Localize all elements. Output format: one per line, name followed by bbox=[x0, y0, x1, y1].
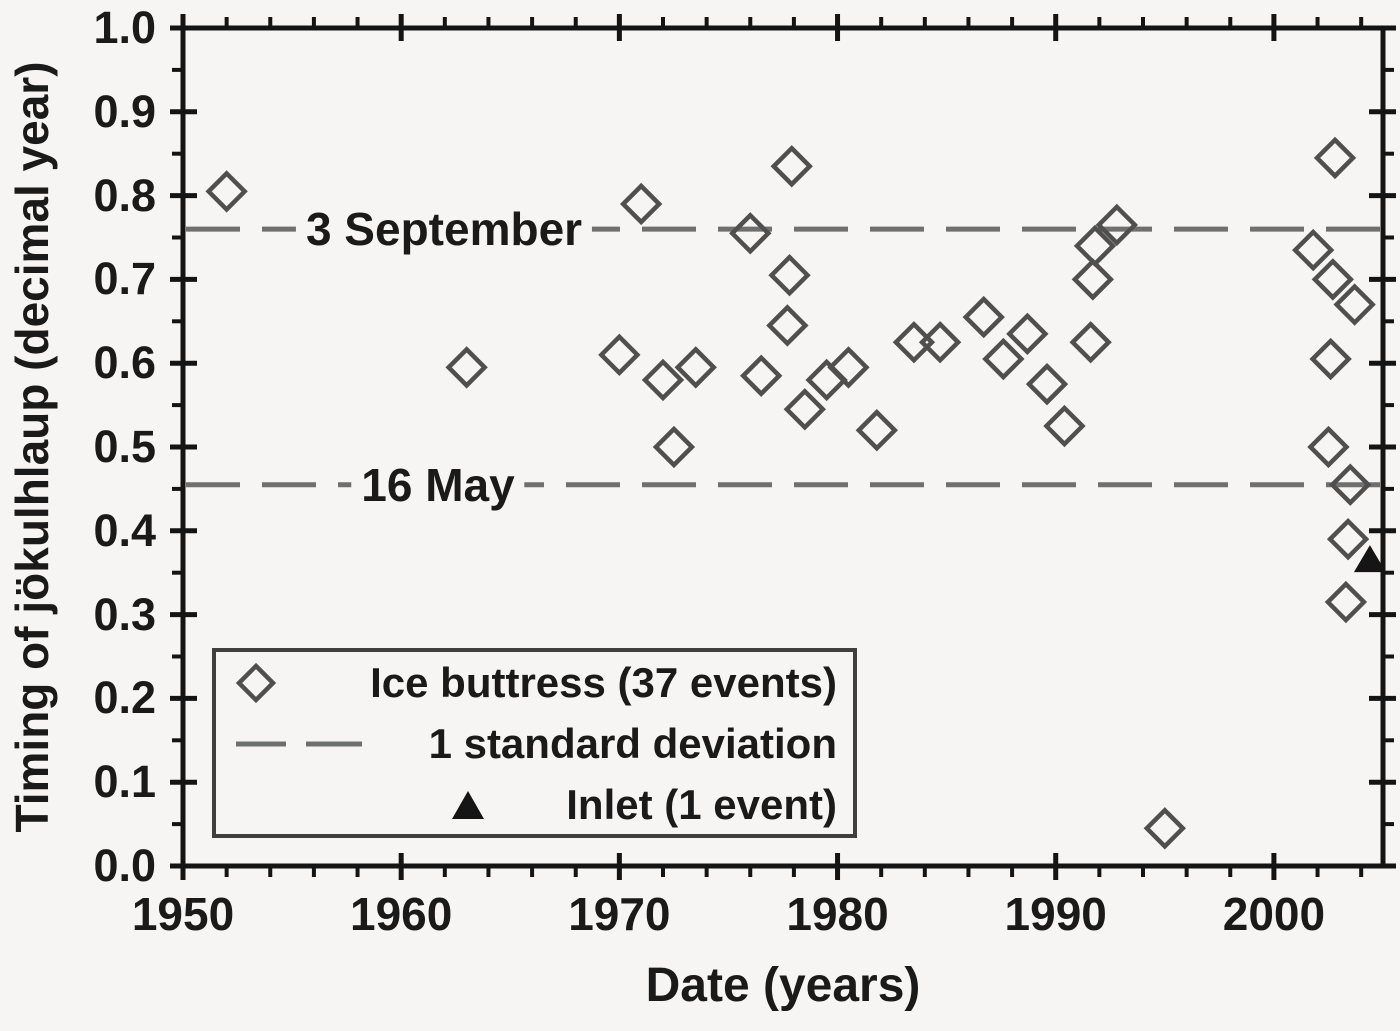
data-point-diamond bbox=[766, 304, 809, 347]
open-diamond-icon bbox=[232, 653, 280, 713]
y-tick-label: 1.0 bbox=[93, 2, 156, 53]
data-point-diamond bbox=[1143, 807, 1187, 850]
data-point-diamond bbox=[855, 409, 898, 452]
data-point-diamond bbox=[805, 358, 848, 402]
data-point-diamond bbox=[1324, 580, 1368, 624]
data-point-diamond bbox=[1307, 425, 1350, 469]
data-point-diamond bbox=[783, 388, 826, 431]
dashed-line-icon bbox=[234, 714, 384, 774]
data-point-diamond bbox=[740, 354, 783, 397]
data-point-diamond bbox=[598, 333, 641, 377]
legend-label: Ice buttress (37 events) bbox=[370, 659, 837, 706]
x-tick-label: 1990 bbox=[1004, 888, 1107, 940]
data-point-triangle bbox=[1353, 545, 1386, 573]
y-tick-label: 0.0 bbox=[93, 840, 156, 891]
data-point-diamond bbox=[1073, 224, 1117, 268]
y-tick-label: 0.5 bbox=[93, 421, 156, 472]
data-point-diamond bbox=[1095, 203, 1139, 247]
data-point-diamond bbox=[1025, 362, 1069, 406]
y-tick-label: 0.1 bbox=[93, 756, 156, 808]
data-point-diamond bbox=[982, 337, 1025, 381]
data-point-diamond bbox=[1291, 228, 1335, 272]
y-tick-label: 0.6 bbox=[93, 337, 156, 389]
y-tick-label: 0.3 bbox=[93, 588, 156, 640]
x-tick-label: 1960 bbox=[350, 888, 453, 940]
filled-triangle-icon bbox=[446, 775, 490, 835]
legend-box: Ice buttress (37 events) 1 standard devi… bbox=[212, 648, 857, 838]
data-point-diamond bbox=[1329, 463, 1372, 506]
x-tick-label: 1980 bbox=[786, 888, 889, 940]
legend-item-inlet: Inlet (1 event) bbox=[216, 775, 853, 835]
data-point-diamond bbox=[918, 321, 962, 364]
data-point-diamond bbox=[445, 346, 488, 389]
data-point-diamond bbox=[652, 425, 696, 469]
data-point-diamond bbox=[1309, 337, 1352, 381]
data-point-diamond bbox=[1043, 404, 1086, 448]
data-point-diamond bbox=[892, 321, 936, 364]
data-point-diamond bbox=[729, 212, 772, 255]
legend-label: 1 standard deviation bbox=[428, 720, 837, 767]
data-point-diamond bbox=[205, 170, 248, 213]
data-point-diamond bbox=[770, 145, 813, 188]
y-tick-label: 0.9 bbox=[93, 85, 156, 137]
data-point-diamond bbox=[1313, 136, 1357, 180]
data-point-diamond bbox=[1311, 258, 1355, 301]
y-axis-title: Timing of jökulhlaup (decimal year) bbox=[6, 61, 58, 833]
data-point-diamond bbox=[1006, 312, 1049, 356]
data-point-diamond bbox=[1333, 283, 1376, 326]
y-tick-label: 0.7 bbox=[93, 253, 156, 305]
legend-item-ice-buttress: Ice buttress (37 events) bbox=[216, 653, 853, 713]
data-point-diamond bbox=[641, 358, 685, 402]
data-point-diamond bbox=[768, 254, 811, 297]
reference-line-label: 3 September bbox=[295, 202, 593, 257]
data-point-diamond bbox=[1071, 258, 1115, 301]
x-tick-label: 1950 bbox=[131, 888, 235, 940]
data-point-diamond bbox=[1069, 321, 1112, 364]
y-tick-label: 0.8 bbox=[93, 169, 156, 221]
data-point-diamond bbox=[1326, 517, 1370, 561]
x-tick-label: 1970 bbox=[568, 888, 671, 940]
x-tick-label: 2000 bbox=[1222, 888, 1326, 940]
data-point-diamond bbox=[674, 346, 717, 389]
x-axis-title: Date (years) bbox=[645, 959, 921, 1012]
reference-line-label: 16 May bbox=[351, 457, 525, 512]
legend-item-standard-deviation: 1 standard deviation bbox=[216, 714, 853, 774]
y-tick-label: 0.2 bbox=[93, 672, 156, 724]
data-point-diamond bbox=[827, 346, 870, 389]
data-point-diamond bbox=[962, 295, 1005, 339]
y-tick-label: 0.4 bbox=[93, 504, 156, 556]
legend-label: Inlet (1 event) bbox=[566, 781, 837, 828]
data-point-diamond bbox=[620, 182, 663, 226]
